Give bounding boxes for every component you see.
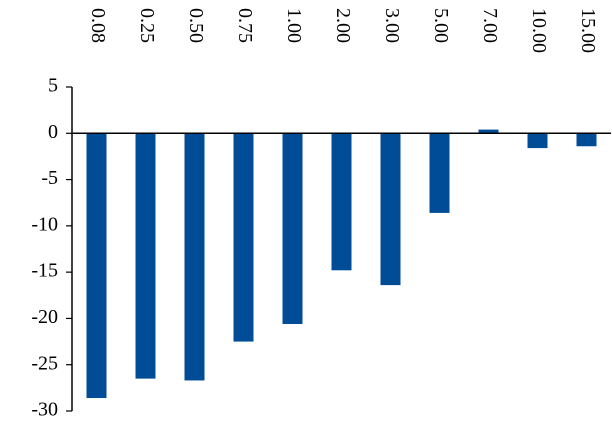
bar xyxy=(233,133,254,342)
y-tick-label: 0 xyxy=(48,121,58,143)
x-tick-label: 5.00 xyxy=(430,8,452,43)
x-tick-label: 3.00 xyxy=(381,8,403,43)
y-tick-label: -15 xyxy=(31,260,58,282)
bar xyxy=(184,133,205,381)
y-tick-label: -10 xyxy=(31,213,58,235)
x-tick-label: 0.25 xyxy=(136,8,158,43)
x-tick-label: 7.00 xyxy=(479,8,501,43)
bar xyxy=(429,133,450,213)
x-tick-label: 0.08 xyxy=(87,8,109,43)
x-tick-label: 15.00 xyxy=(577,8,599,53)
y-tick-label: 5 xyxy=(48,75,58,97)
bar xyxy=(86,133,107,399)
bar xyxy=(576,133,597,147)
y-tick-label: -30 xyxy=(31,399,58,421)
y-tick-label: -5 xyxy=(41,167,58,189)
x-tick-label: 0.50 xyxy=(185,8,207,43)
bar xyxy=(135,133,156,379)
bar xyxy=(478,129,499,134)
x-tick-label: 1.00 xyxy=(283,8,305,43)
x-tick-label: 0.75 xyxy=(234,8,256,43)
bar xyxy=(527,133,548,149)
bar xyxy=(380,133,401,286)
bar xyxy=(282,133,303,324)
x-tick-label: 2.00 xyxy=(332,8,354,43)
y-tick-label: -25 xyxy=(31,352,58,374)
x-tick-label: 10.00 xyxy=(528,8,550,53)
bar xyxy=(331,133,352,271)
y-tick-label: -20 xyxy=(31,306,58,328)
